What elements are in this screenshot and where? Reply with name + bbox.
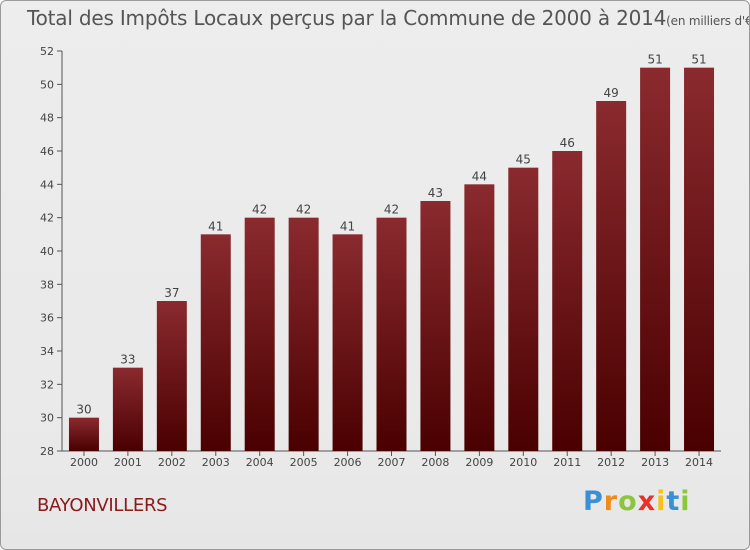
commune-name: BAYONVILLERS [37,495,168,516]
x-tick-label: 2005 [290,456,318,469]
x-tick-label: 2010 [509,456,537,469]
y-tick-label: 52 [40,45,54,58]
y-tick-label: 34 [40,345,54,358]
y-tick-label: 46 [40,145,54,158]
bar-value-label: 41 [340,219,355,233]
logo-letter: r [603,486,619,517]
chart-title: Total des Impôts Locaux perçus par la Co… [27,6,750,30]
bar-2013 [640,67,671,452]
proxiti-logo[interactable]: Proxiti [583,486,691,517]
bar-value-label: 37 [164,286,179,300]
x-tick-label: 2000 [70,456,98,469]
chart-title-text: Total des Impôts Locaux perçus par la Co… [27,6,667,30]
bar-2002 [156,301,187,451]
y-tick-label: 40 [40,245,54,258]
logo-letter: i [656,486,667,517]
logo-letter: o [618,486,638,517]
bar-2004 [244,217,275,451]
x-tick-label: 2012 [597,456,625,469]
chart-bars: 30 33 37 41 42 42 41 42 43 44 45 46 49 51 51 [68,53,715,452]
y-tick-label: 38 [40,278,54,291]
bar-value-label: 44 [472,169,487,183]
x-tick-label: 2011 [553,456,581,469]
x-tick-label: 2009 [465,456,493,469]
x-tick-label: 2001 [114,456,142,469]
bar-2001 [112,367,143,451]
bar-value-label: 45 [516,153,531,167]
y-tick-label: 42 [40,212,54,225]
chart-unit: (en milliers d'€) [666,14,750,28]
x-tick-label: 2014 [685,456,713,469]
logo-letter: i [680,486,691,517]
chart-axes: 28 30 32 34 36 38 40 42 44 46 48 50 52 2000 2001 2002 20… [40,45,721,469]
bar-value-label: 42 [384,203,399,217]
bar-value-label: 46 [560,136,575,150]
y-tick-label: 36 [40,312,54,325]
bar-2011 [552,151,583,451]
y-tick-label: 28 [40,445,54,458]
x-tick-label: 2008 [421,456,449,469]
x-tick-label: 2006 [334,456,362,469]
bar-value-label: 30 [76,403,91,417]
bar-2003 [200,234,231,451]
bar-2005 [288,217,319,451]
bar-value-label: 42 [296,203,311,217]
y-tick-label: 48 [40,112,54,125]
bar-value-label: 41 [208,219,223,233]
bar-2009 [464,184,495,452]
y-tick-label: 50 [40,78,54,91]
y-tick-label: 30 [40,412,54,425]
logo-letter: x [637,486,657,517]
x-tick-label: 2002 [158,456,186,469]
bar-value-label: 51 [647,53,662,67]
bar-2008 [420,201,451,451]
bar-value-label: 33 [120,353,135,367]
bar-2014 [684,67,715,452]
x-tick-label: 2007 [378,456,406,469]
bar-2010 [508,167,539,451]
bar-value-label: 42 [252,203,267,217]
x-tick-label: 2013 [641,456,669,469]
bar-2007 [376,217,407,451]
logo-letter: t [666,486,681,517]
y-tick-label: 44 [40,178,54,191]
bar-value-label: 43 [428,186,443,200]
bar-2006 [332,234,363,451]
bar-value-label: 49 [604,86,619,100]
x-tick-label: 2004 [246,456,274,469]
bar-value-label: 51 [691,53,706,67]
y-tick-label: 32 [40,378,54,391]
bar-2000 [68,417,99,451]
bar-2012 [596,101,627,451]
logo-letter: P [583,486,604,517]
x-tick-label: 2003 [202,456,230,469]
